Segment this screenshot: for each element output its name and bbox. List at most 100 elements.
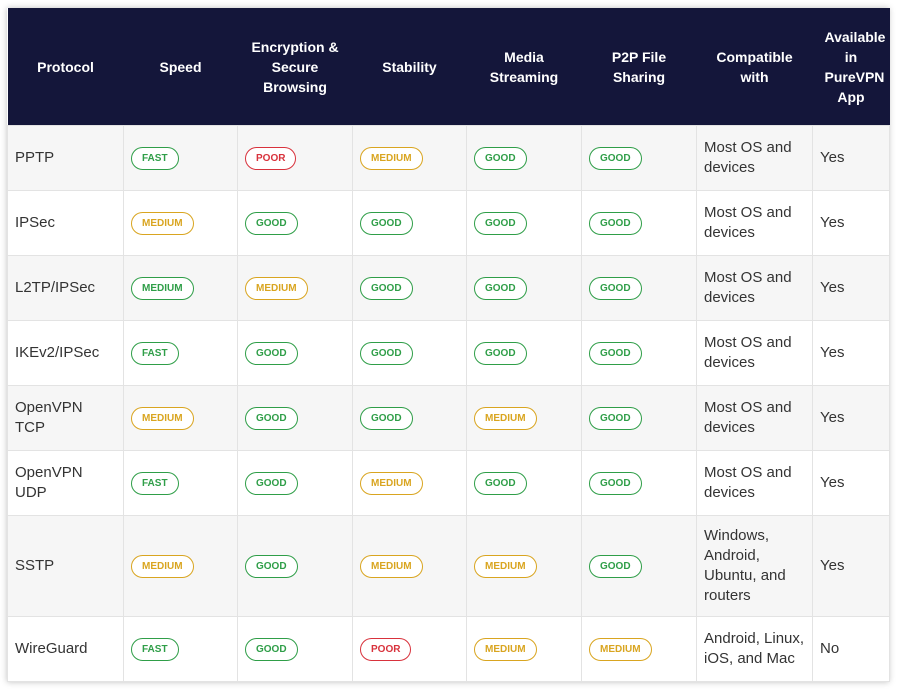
column-header: Protocol bbox=[7, 8, 124, 126]
rating-badge: GOOD bbox=[589, 554, 642, 578]
badge-cell: FAST bbox=[123, 616, 238, 682]
column-header: Encryption & Secure Browsing bbox=[237, 8, 353, 126]
badge-cell: GOOD bbox=[352, 385, 467, 451]
badge-cell: GOOD bbox=[237, 515, 353, 617]
badge-cell: GOOD bbox=[581, 450, 697, 516]
text-cell: Most OS and devices bbox=[696, 255, 813, 321]
badge-cell: MEDIUM bbox=[466, 515, 582, 617]
text-cell: Yes bbox=[812, 385, 890, 451]
rating-badge: GOOD bbox=[360, 276, 413, 300]
text-cell: Most OS and devices bbox=[696, 320, 813, 386]
table-row: OpenVPN TCP MEDIUM GOOD GOOD MEDIUM GOOD Most … bbox=[7, 385, 890, 451]
badge-cell: GOOD bbox=[581, 255, 697, 321]
badge-cell: MEDIUM bbox=[466, 385, 582, 451]
rating-badge: GOOD bbox=[589, 146, 642, 170]
rating-badge: MEDIUM bbox=[589, 637, 652, 661]
column-header: Media Streaming bbox=[466, 8, 582, 126]
rating-badge: GOOD bbox=[245, 471, 298, 495]
badge-cell: GOOD bbox=[466, 450, 582, 516]
rating-badge: GOOD bbox=[474, 276, 527, 300]
badge-cell: GOOD bbox=[466, 320, 582, 386]
badge-cell: MEDIUM bbox=[123, 385, 238, 451]
badge-cell: GOOD bbox=[237, 616, 353, 682]
rating-badge: GOOD bbox=[245, 406, 298, 430]
rating-badge: FAST bbox=[131, 637, 179, 661]
rating-badge: POOR bbox=[245, 146, 297, 170]
badge-cell: GOOD bbox=[466, 190, 582, 256]
rating-badge: POOR bbox=[360, 637, 412, 661]
rating-badge: MEDIUM bbox=[474, 637, 537, 661]
badge-cell: GOOD bbox=[466, 255, 582, 321]
badge-cell: MEDIUM bbox=[123, 515, 238, 617]
rating-badge: FAST bbox=[131, 146, 179, 170]
badge-cell: FAST bbox=[123, 320, 238, 386]
badge-cell: GOOD bbox=[466, 125, 582, 191]
protocol-cell: WireGuard bbox=[7, 616, 124, 682]
rating-badge: GOOD bbox=[589, 276, 642, 300]
rating-badge: MEDIUM bbox=[360, 471, 423, 495]
column-header: P2P File Sharing bbox=[581, 8, 697, 126]
column-header: Compatible with bbox=[696, 8, 813, 126]
badge-cell: POOR bbox=[352, 616, 467, 682]
rating-badge: MEDIUM bbox=[360, 554, 423, 578]
table-row: IKEv2/IPSec FAST GOOD GOOD GOOD GOOD Most OS a… bbox=[7, 320, 890, 386]
rating-badge: MEDIUM bbox=[360, 146, 423, 170]
rating-badge: MEDIUM bbox=[131, 406, 194, 430]
rating-badge: GOOD bbox=[589, 406, 642, 430]
protocol-cell: OpenVPN UDP bbox=[7, 450, 124, 516]
badge-cell: GOOD bbox=[352, 190, 467, 256]
rating-badge: MEDIUM bbox=[245, 276, 308, 300]
rating-badge: FAST bbox=[131, 471, 179, 495]
comparison-table: Protocol Speed Encryption & Secure Browsin… bbox=[7, 8, 890, 682]
protocol-cell: SSTP bbox=[7, 515, 124, 617]
badge-cell: MEDIUM bbox=[466, 616, 582, 682]
badge-cell: MEDIUM bbox=[352, 515, 467, 617]
table-row: IPSec MEDIUM GOOD GOOD GOOD GOOD Most OS and d… bbox=[7, 190, 890, 256]
badge-cell: GOOD bbox=[581, 190, 697, 256]
rating-badge: GOOD bbox=[589, 341, 642, 365]
rating-badge: MEDIUM bbox=[131, 211, 194, 235]
rating-badge: MEDIUM bbox=[474, 554, 537, 578]
badge-cell: MEDIUM bbox=[352, 450, 467, 516]
badge-cell: GOOD bbox=[237, 190, 353, 256]
rating-badge: GOOD bbox=[589, 471, 642, 495]
text-cell: Yes bbox=[812, 515, 890, 617]
column-header: Available in PureVPN App bbox=[812, 8, 890, 126]
text-cell: Most OS and devices bbox=[696, 385, 813, 451]
rating-badge: GOOD bbox=[360, 341, 413, 365]
rating-badge: GOOD bbox=[245, 637, 298, 661]
table-row: WireGuard FAST GOOD POOR MEDIUM MEDIUM Android… bbox=[7, 616, 890, 682]
badge-cell: GOOD bbox=[237, 320, 353, 386]
rating-badge: GOOD bbox=[474, 341, 527, 365]
rating-badge: MEDIUM bbox=[131, 276, 194, 300]
badge-cell: GOOD bbox=[352, 255, 467, 321]
text-cell: Most OS and devices bbox=[696, 190, 813, 256]
badge-cell: GOOD bbox=[237, 450, 353, 516]
table-row: OpenVPN UDP FAST GOOD MEDIUM GOOD GOOD Most OS… bbox=[7, 450, 890, 516]
comparison-table-container: Protocol Speed Encryption & Secure Browsin… bbox=[7, 8, 890, 682]
badge-cell: GOOD bbox=[581, 320, 697, 386]
text-cell: No bbox=[812, 616, 890, 682]
protocol-cell: PPTP bbox=[7, 125, 124, 191]
text-cell: Yes bbox=[812, 125, 890, 191]
badge-cell: POOR bbox=[237, 125, 353, 191]
table-row: L2TP/IPSec MEDIUM MEDIUM GOOD GOOD GOOD Most O… bbox=[7, 255, 890, 321]
badge-cell: GOOD bbox=[581, 515, 697, 617]
column-header: Speed bbox=[123, 8, 238, 126]
rating-badge: MEDIUM bbox=[474, 406, 537, 430]
protocol-cell: OpenVPN TCP bbox=[7, 385, 124, 451]
rating-badge: GOOD bbox=[245, 554, 298, 578]
rating-badge: GOOD bbox=[474, 471, 527, 495]
column-header: Stability bbox=[352, 8, 467, 126]
rating-badge: GOOD bbox=[360, 211, 413, 235]
rating-badge: GOOD bbox=[589, 211, 642, 235]
badge-cell: MEDIUM bbox=[581, 616, 697, 682]
badge-cell: GOOD bbox=[352, 320, 467, 386]
rating-badge: GOOD bbox=[245, 341, 298, 365]
text-cell: Yes bbox=[812, 450, 890, 516]
table-row: SSTP MEDIUM GOOD MEDIUM MEDIUM GOOD Windows, A… bbox=[7, 515, 890, 617]
badge-cell: FAST bbox=[123, 125, 238, 191]
text-cell: Yes bbox=[812, 255, 890, 321]
badge-cell: MEDIUM bbox=[237, 255, 353, 321]
